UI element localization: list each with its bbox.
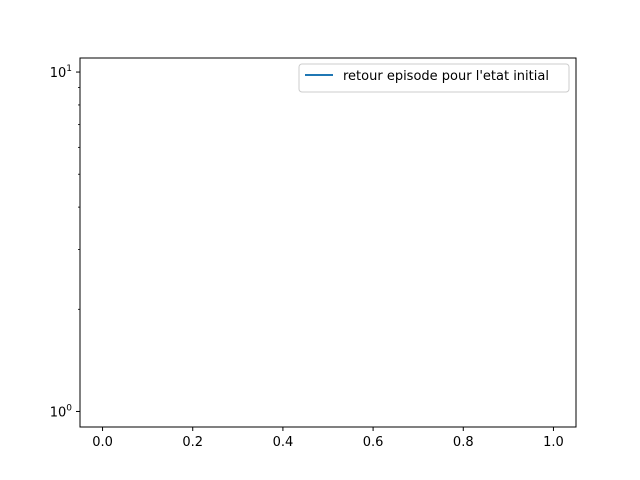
plot-area: [80, 58, 576, 427]
x-tick-label: 0.4: [273, 435, 294, 450]
y-tick-label: 101: [50, 64, 72, 81]
legend-label: retour episode pour l'etat initial: [343, 69, 549, 84]
axes-spines: [79, 57, 577, 428]
legend: retour episode pour l'etat initial: [298, 63, 570, 93]
y-tick-label-base: 10: [50, 405, 67, 420]
axes-frame: [79, 57, 577, 428]
y-tick-label-exponent: 0: [66, 403, 72, 413]
y-tick-label-exponent: 1: [66, 64, 72, 74]
y-tick-label: 100: [50, 403, 73, 420]
x-tick-label: 0.2: [182, 435, 203, 450]
x-tick-label: 0.8: [453, 435, 474, 450]
x-tick-label: 0.6: [363, 435, 384, 450]
x-tick-label: 1.0: [543, 435, 564, 450]
y-tick-label-base: 10: [50, 66, 67, 81]
legend-box: [298, 63, 570, 93]
x-axis: 0.0 0.2 0.4 0.6 0.8 1.0: [92, 427, 564, 450]
axes-background: [80, 58, 576, 427]
x-tick-label: 0.0: [92, 435, 113, 450]
